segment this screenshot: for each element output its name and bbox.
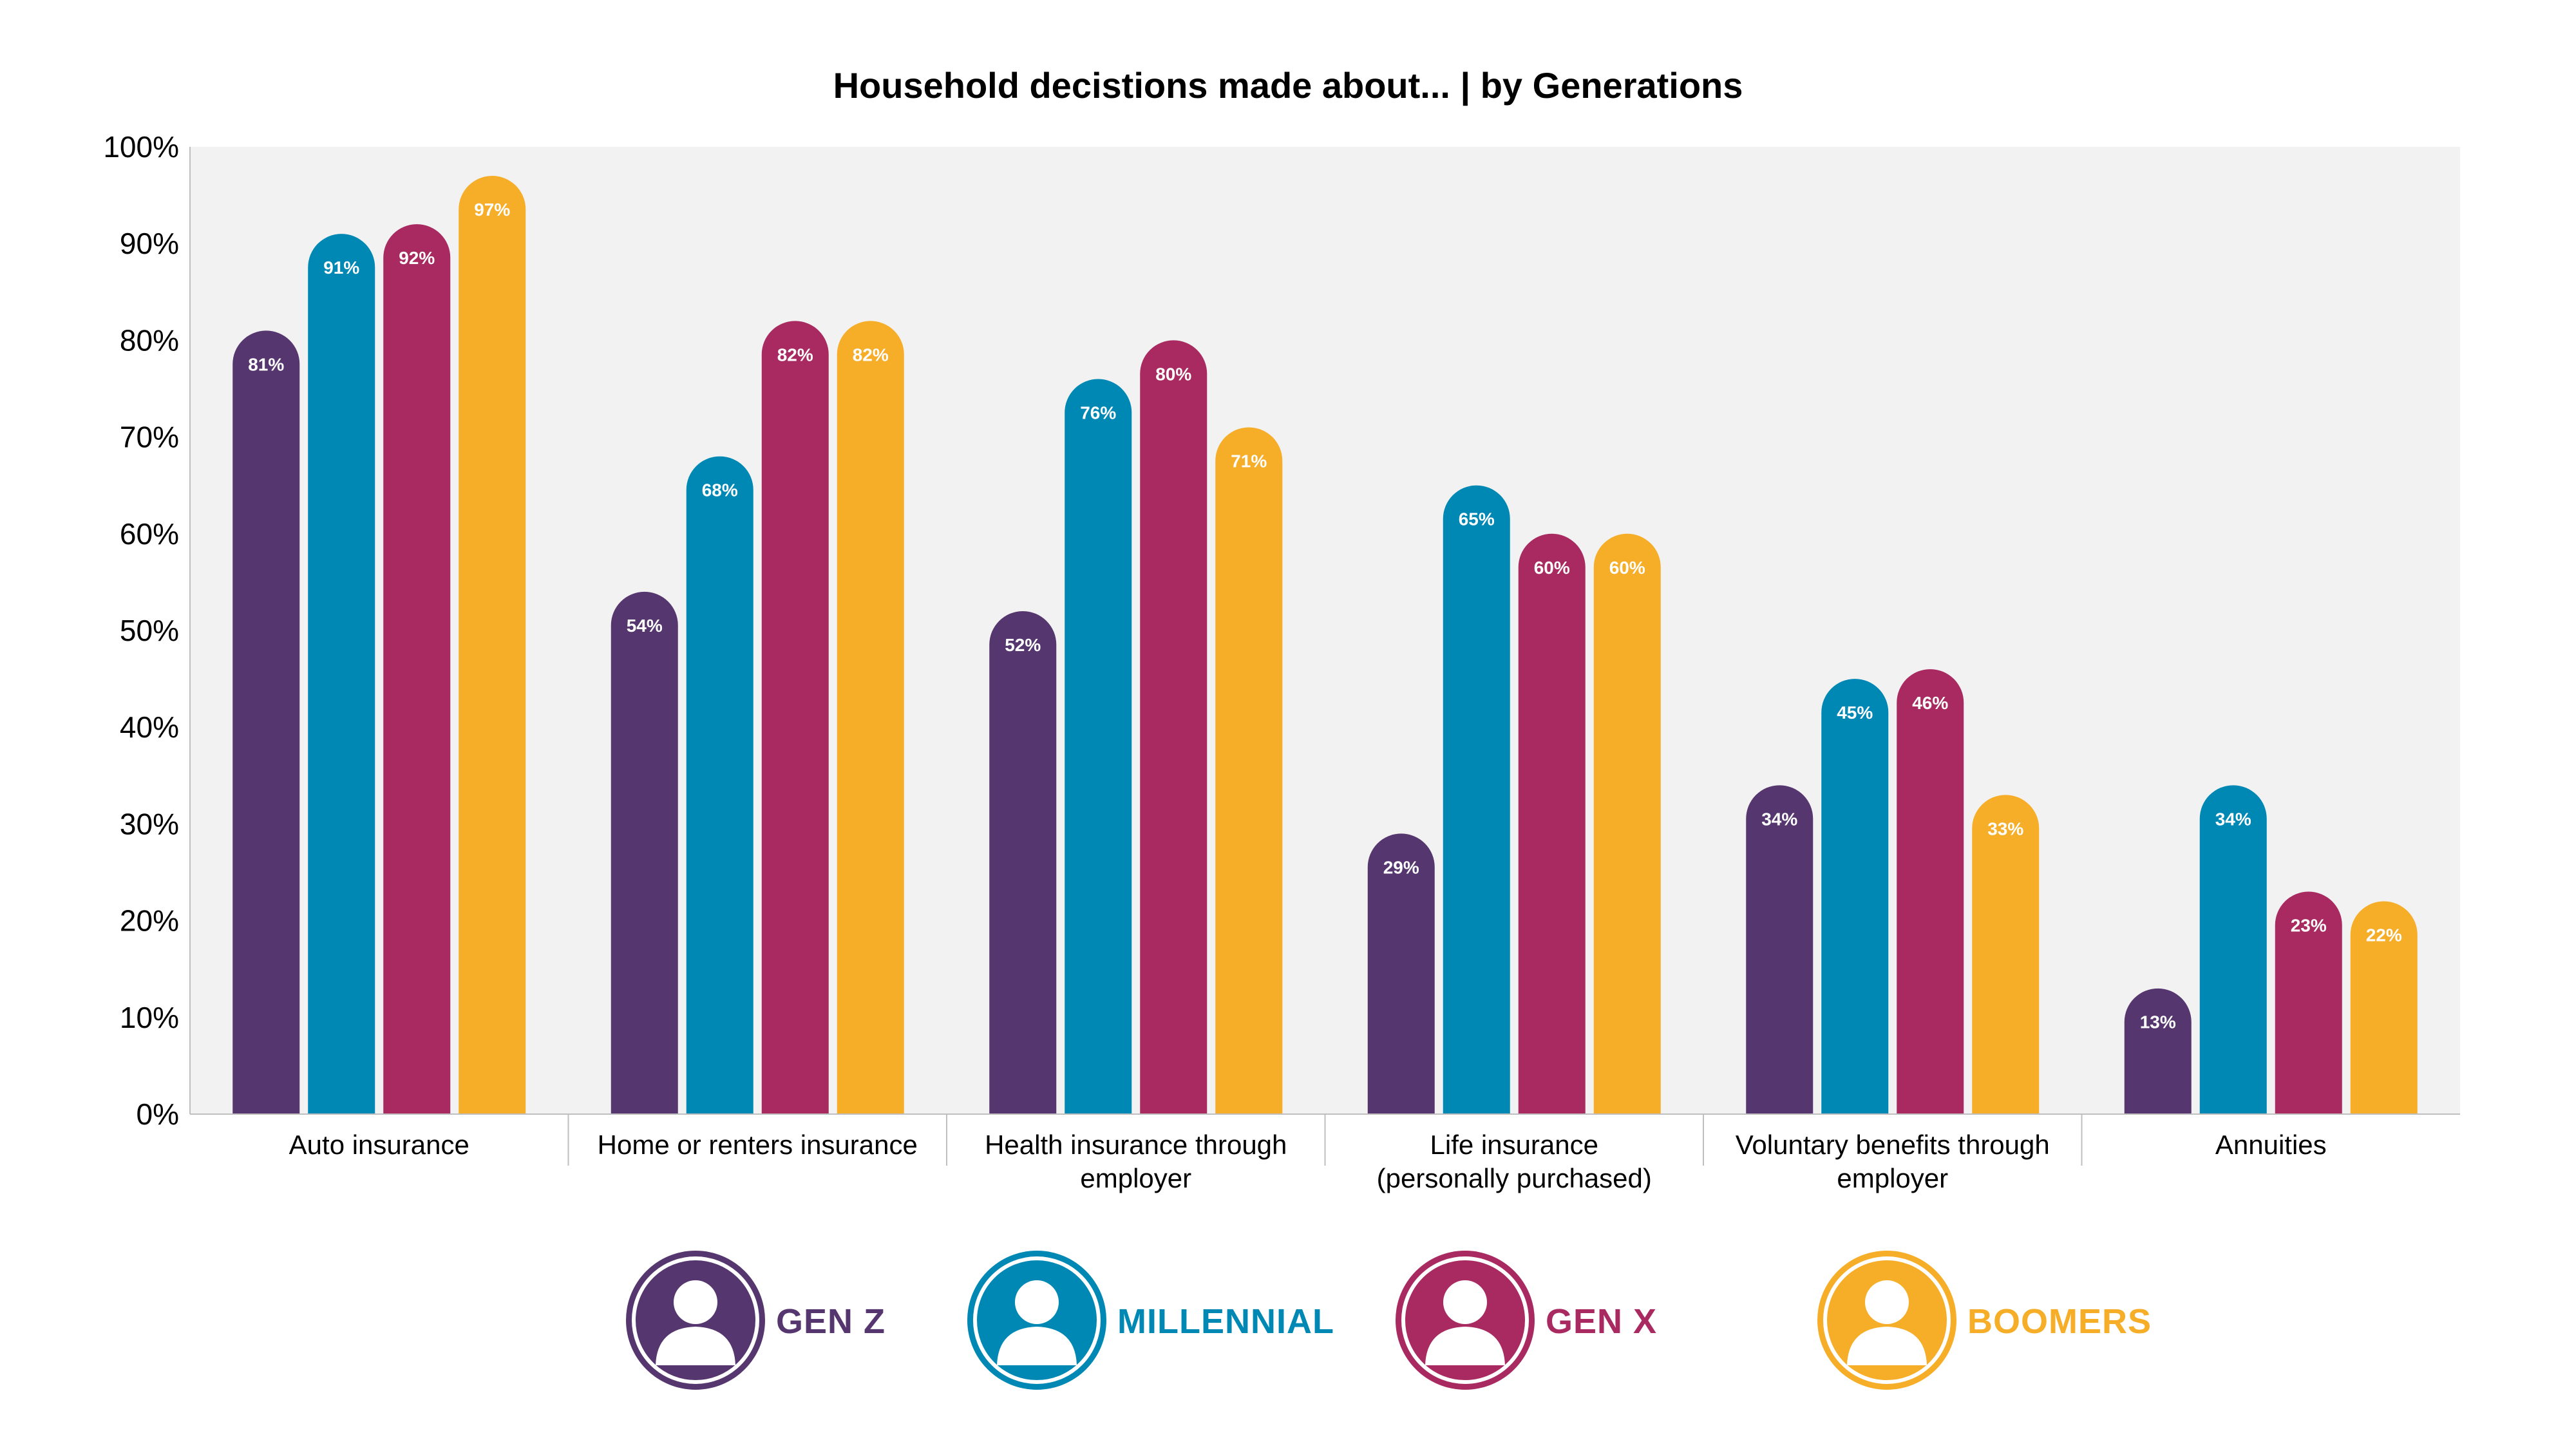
bar	[1367, 833, 1435, 1114]
data-label: 91%	[323, 258, 359, 278]
plot-area	[190, 147, 2460, 1114]
bar	[686, 456, 753, 1114]
data-label: 60%	[1534, 558, 1570, 578]
y-tick-label: 50%	[120, 614, 179, 647]
bar	[1443, 485, 1510, 1114]
data-label: 68%	[702, 480, 738, 500]
bar	[1215, 427, 1283, 1114]
x-category-label: Auto insurance	[289, 1130, 469, 1160]
x-axis: Auto insurance Home or renters insurance H…	[190, 1113, 2460, 1193]
y-tick-label: 60%	[120, 517, 179, 551]
bar	[2275, 891, 2342, 1114]
bars: 81% 91% 92% 97% 54% 68% 82% 82% 52% 76% 80% 71% 29% 6…	[232, 176, 2418, 1114]
legend-label: GEN Z	[776, 1302, 886, 1341]
bar	[1746, 785, 1814, 1114]
y-tick-label: 0%	[137, 1097, 179, 1131]
bar	[308, 234, 375, 1114]
gen-z-avatar-icon	[626, 1251, 765, 1390]
chart-title: Household decistions made about... | by …	[833, 65, 1743, 106]
data-label: 46%	[1912, 693, 1948, 713]
bar	[837, 321, 904, 1114]
legend-label: GEN X	[1546, 1302, 1657, 1341]
data-label: 82%	[853, 345, 889, 365]
y-tick-label: 80%	[120, 323, 179, 357]
data-label: 76%	[1080, 402, 1116, 422]
bar	[1821, 679, 1889, 1114]
data-label: 71%	[1231, 451, 1267, 471]
x-category-label: Annuities	[2215, 1130, 2327, 1160]
bar	[1972, 795, 2040, 1114]
legend-item: GEN X	[1396, 1251, 1657, 1390]
gen-x-avatar-icon	[1396, 1251, 1535, 1390]
data-label: 60%	[1609, 558, 1645, 578]
legend: GEN Z MILLENNIAL GEN X BOOMERS	[626, 1251, 2152, 1390]
legend-item: GEN Z	[626, 1251, 886, 1390]
legend-label: BOOMERS	[1967, 1302, 2152, 1341]
data-label: 92%	[399, 248, 435, 268]
bar	[2350, 901, 2418, 1114]
y-tick-label: 20%	[120, 904, 179, 938]
bar	[611, 591, 678, 1114]
boomers-avatar-icon	[1817, 1251, 1956, 1390]
y-tick-label: 10%	[120, 1001, 179, 1034]
y-tick-label: 100%	[103, 130, 179, 164]
bar	[459, 176, 526, 1114]
bar	[232, 330, 300, 1114]
y-tick-label: 40%	[120, 710, 179, 744]
x-category-label: Home or renters insurance	[598, 1130, 918, 1160]
data-label: 54%	[627, 616, 663, 636]
bar	[2124, 988, 2192, 1114]
data-label: 52%	[1005, 635, 1041, 655]
data-label: 22%	[2366, 925, 2402, 945]
data-label: 81%	[248, 354, 284, 374]
data-label: 65%	[1459, 509, 1495, 529]
bar	[1518, 533, 1586, 1114]
data-label: 82%	[777, 345, 813, 365]
data-label: 33%	[1987, 819, 2023, 838]
bar	[1897, 669, 1964, 1114]
bar	[2199, 785, 2267, 1114]
y-tick-label: 30%	[120, 807, 179, 840]
data-label: 97%	[474, 200, 510, 220]
bar	[989, 611, 1057, 1114]
bar	[761, 321, 829, 1114]
y-tick-label: 90%	[120, 227, 179, 260]
millennial-avatar-icon	[967, 1251, 1106, 1390]
x-category-label: Voluntary benefits through employer	[1736, 1130, 2050, 1193]
bar	[1140, 340, 1208, 1114]
y-tick-label: 70%	[120, 421, 179, 454]
data-label: 34%	[1761, 809, 1797, 829]
x-category-label: Health insurance through employer	[985, 1130, 1287, 1193]
data-label: 80%	[1155, 364, 1191, 384]
bar	[1593, 533, 1661, 1114]
bar	[383, 224, 451, 1114]
legend-item: BOOMERS	[1817, 1251, 2152, 1390]
x-category-label: Life insurance (personally purchased)	[1377, 1130, 1652, 1193]
data-label: 45%	[1837, 703, 1873, 723]
y-axis: 0% 10% 20% 30% 40% 50% 60% 70% 80% 90% 100%	[103, 130, 191, 1131]
legend-label: MILLENNIAL	[1117, 1302, 1334, 1341]
bar	[1065, 379, 1132, 1114]
data-label: 34%	[2215, 809, 2251, 829]
data-label: 13%	[2140, 1012, 2176, 1032]
data-label: 23%	[2291, 916, 2327, 936]
data-label: 29%	[1383, 857, 1419, 877]
legend-item: MILLENNIAL	[967, 1251, 1334, 1390]
